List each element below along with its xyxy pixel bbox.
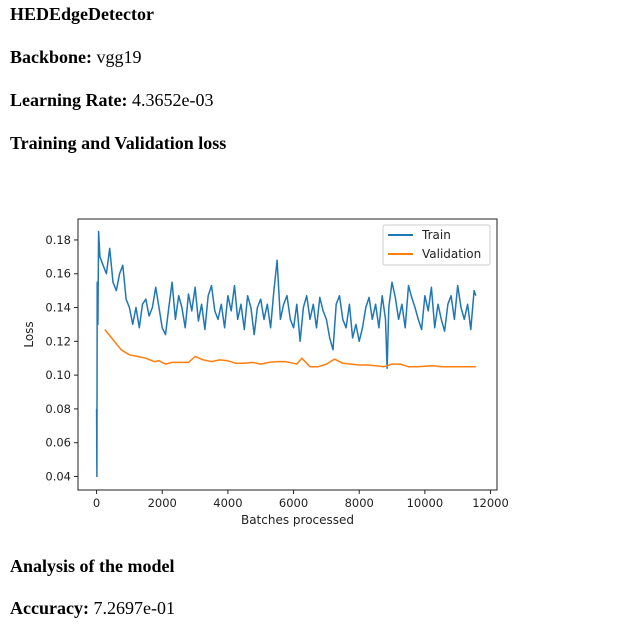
x-tick-label: 6000 — [279, 496, 308, 510]
model-name: HEDEdgeDetector — [10, 4, 154, 25]
x-tick-label: 0 — [93, 496, 100, 510]
y-tick-label: 0.12 — [45, 334, 71, 348]
loss-heading: Training and Validation loss — [10, 133, 227, 153]
series-validation-line — [104, 329, 476, 368]
backbone-label: Backbone: — [10, 47, 93, 67]
x-tick-label: 8000 — [345, 496, 374, 510]
y-tick-label: 0.18 — [45, 233, 71, 247]
backbone-row: Backbone: vgg19 — [10, 47, 142, 68]
legend: Train Validation — [382, 224, 491, 266]
accuracy-label: Accuracy: — [10, 598, 89, 618]
y-tick-label: 0.06 — [45, 436, 71, 450]
learning-rate-value: 4.3652e-03 — [131, 90, 214, 110]
y-tick-label: 0.04 — [45, 469, 71, 483]
learning-rate-row: Learning Rate: 4.3652e-03 — [10, 90, 213, 111]
plot-frame — [77, 218, 498, 491]
y-axis-label: Loss — [22, 321, 36, 347]
legend-label-train: Train — [421, 228, 451, 242]
learning-rate-label: Learning Rate: — [10, 90, 128, 110]
model-name-text: HEDEdgeDetector — [10, 4, 154, 24]
y-tick-label: 0.08 — [45, 402, 71, 416]
backbone-value: vgg19 — [96, 47, 142, 67]
x-tick-label: 4000 — [213, 496, 242, 510]
legend-label-validation: Validation — [422, 247, 481, 261]
y-tick-label: 0.14 — [45, 301, 71, 315]
series-train-line — [95, 230, 477, 478]
x-axis-label: Batches processed — [241, 513, 354, 527]
x-tick-label: 12000 — [472, 496, 509, 510]
accuracy-value: 7.2697e-01 — [93, 598, 175, 618]
analysis-heading: Analysis of the model — [10, 556, 175, 576]
loss-chart: 0 2000 4000 6000 8000 10000 12000 0.04 0.06 0.08 0… — [22, 218, 509, 527]
x-tick-label: 10000 — [407, 496, 444, 510]
y-tick-label: 0.16 — [45, 267, 71, 281]
y-tick-label: 0.10 — [45, 368, 71, 382]
accuracy-row: Accuracy: 7.2697e-01 — [10, 598, 175, 619]
x-tick-label: 2000 — [148, 496, 177, 510]
